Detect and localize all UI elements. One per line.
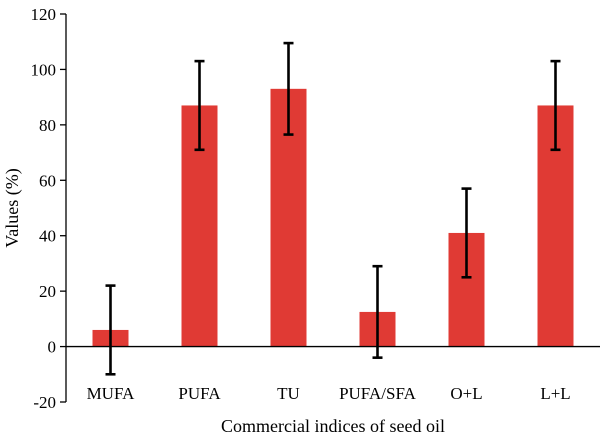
x-tick-label: O+L <box>450 384 482 403</box>
x-tick-label: MUFA <box>87 384 136 403</box>
y-tick-label: 60 <box>39 171 56 190</box>
plot-area <box>92 41 574 376</box>
y-tick-label: 0 <box>48 338 57 357</box>
x-axis-title: Commercial indices of seed oil <box>221 416 445 436</box>
x-tick-label: L+L <box>540 384 570 403</box>
y-axis-ticks: -20 0 20 40 60 80 100 120 <box>31 5 66 412</box>
y-tick-label: 80 <box>39 116 56 135</box>
x-tick-label: PUFA/SFA <box>339 384 417 403</box>
y-tick-label: 120 <box>31 5 57 24</box>
y-tick-label: 100 <box>31 60 57 79</box>
y-tick-label: 40 <box>39 227 56 246</box>
x-axis-tick-labels: MUFA PUFA TU PUFA/SFA O+L L+L <box>87 384 571 403</box>
x-tick-label: PUFA <box>178 384 221 403</box>
y-tick-label: -20 <box>33 393 56 412</box>
x-tick-label: TU <box>277 384 300 403</box>
y-axis-title: Values (%) <box>2 168 23 247</box>
y-tick-label: 20 <box>39 282 56 301</box>
